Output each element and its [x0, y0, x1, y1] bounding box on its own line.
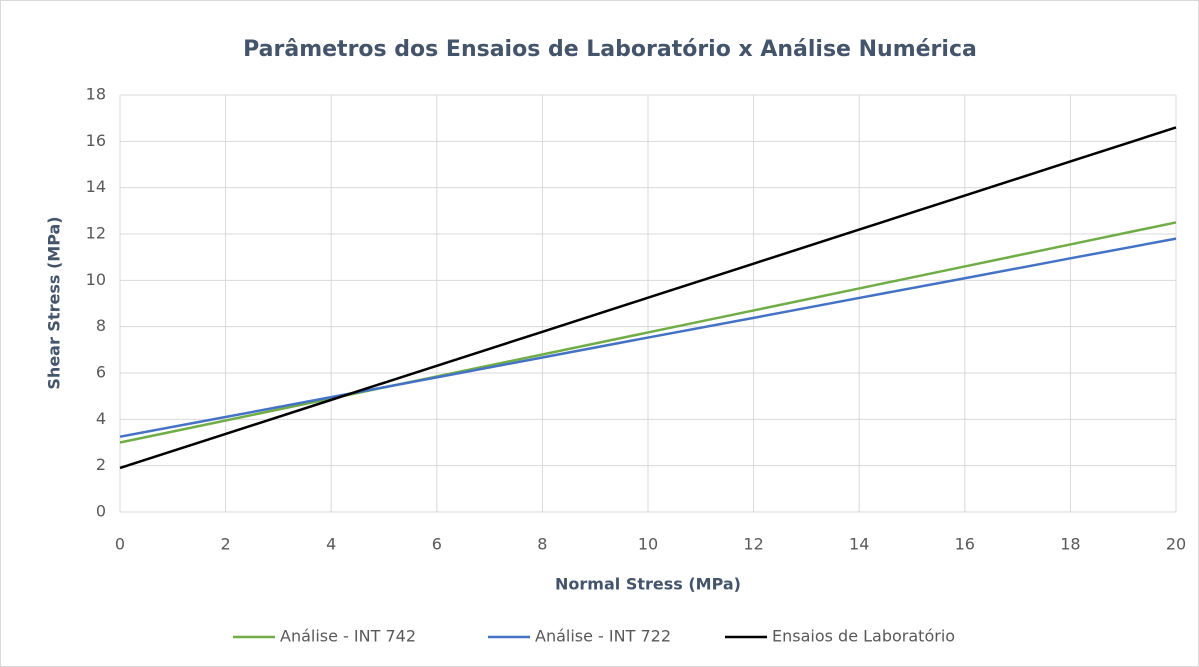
x-tick-label: 10	[638, 535, 658, 554]
x-tick-label: 16	[955, 535, 975, 554]
x-tick-label: 6	[432, 535, 442, 554]
x-tick-label: 12	[743, 535, 763, 554]
y-tick-label: 6	[96, 363, 106, 382]
x-tick-label: 4	[326, 535, 336, 554]
series-line	[119, 237, 1177, 438]
x-tick-label: 0	[115, 535, 125, 554]
y-axis-title: Shear Stress (MPa)	[45, 216, 64, 389]
series-line	[119, 221, 1177, 444]
y-tick-label: 12	[86, 224, 106, 243]
y-tick-label: 14	[86, 177, 106, 196]
x-axis-title: Normal Stress (MPa)	[555, 575, 741, 594]
x-tick-label: 8	[537, 535, 547, 554]
legend-label: Análise - INT 722	[535, 627, 671, 646]
y-tick-label: 10	[86, 270, 106, 289]
y-tick-label: 2	[96, 455, 106, 474]
x-tick-label: 14	[849, 535, 869, 554]
series-line	[119, 126, 1177, 470]
y-tick-label: 0	[96, 502, 106, 521]
x-tick-label: 20	[1166, 535, 1186, 554]
legend-label: Análise - INT 742	[280, 627, 416, 646]
y-tick-label: 8	[96, 316, 106, 335]
x-tick-label: 18	[1060, 535, 1080, 554]
y-tick-label: 18	[86, 85, 106, 104]
y-tick-label: 16	[86, 131, 106, 150]
chart-title: Parâmetros dos Ensaios de Laboratório x …	[243, 37, 977, 62]
y-tick-label: 4	[96, 409, 106, 428]
legend-label: Ensaios de Laboratório	[772, 627, 955, 646]
x-tick-label: 2	[221, 535, 231, 554]
